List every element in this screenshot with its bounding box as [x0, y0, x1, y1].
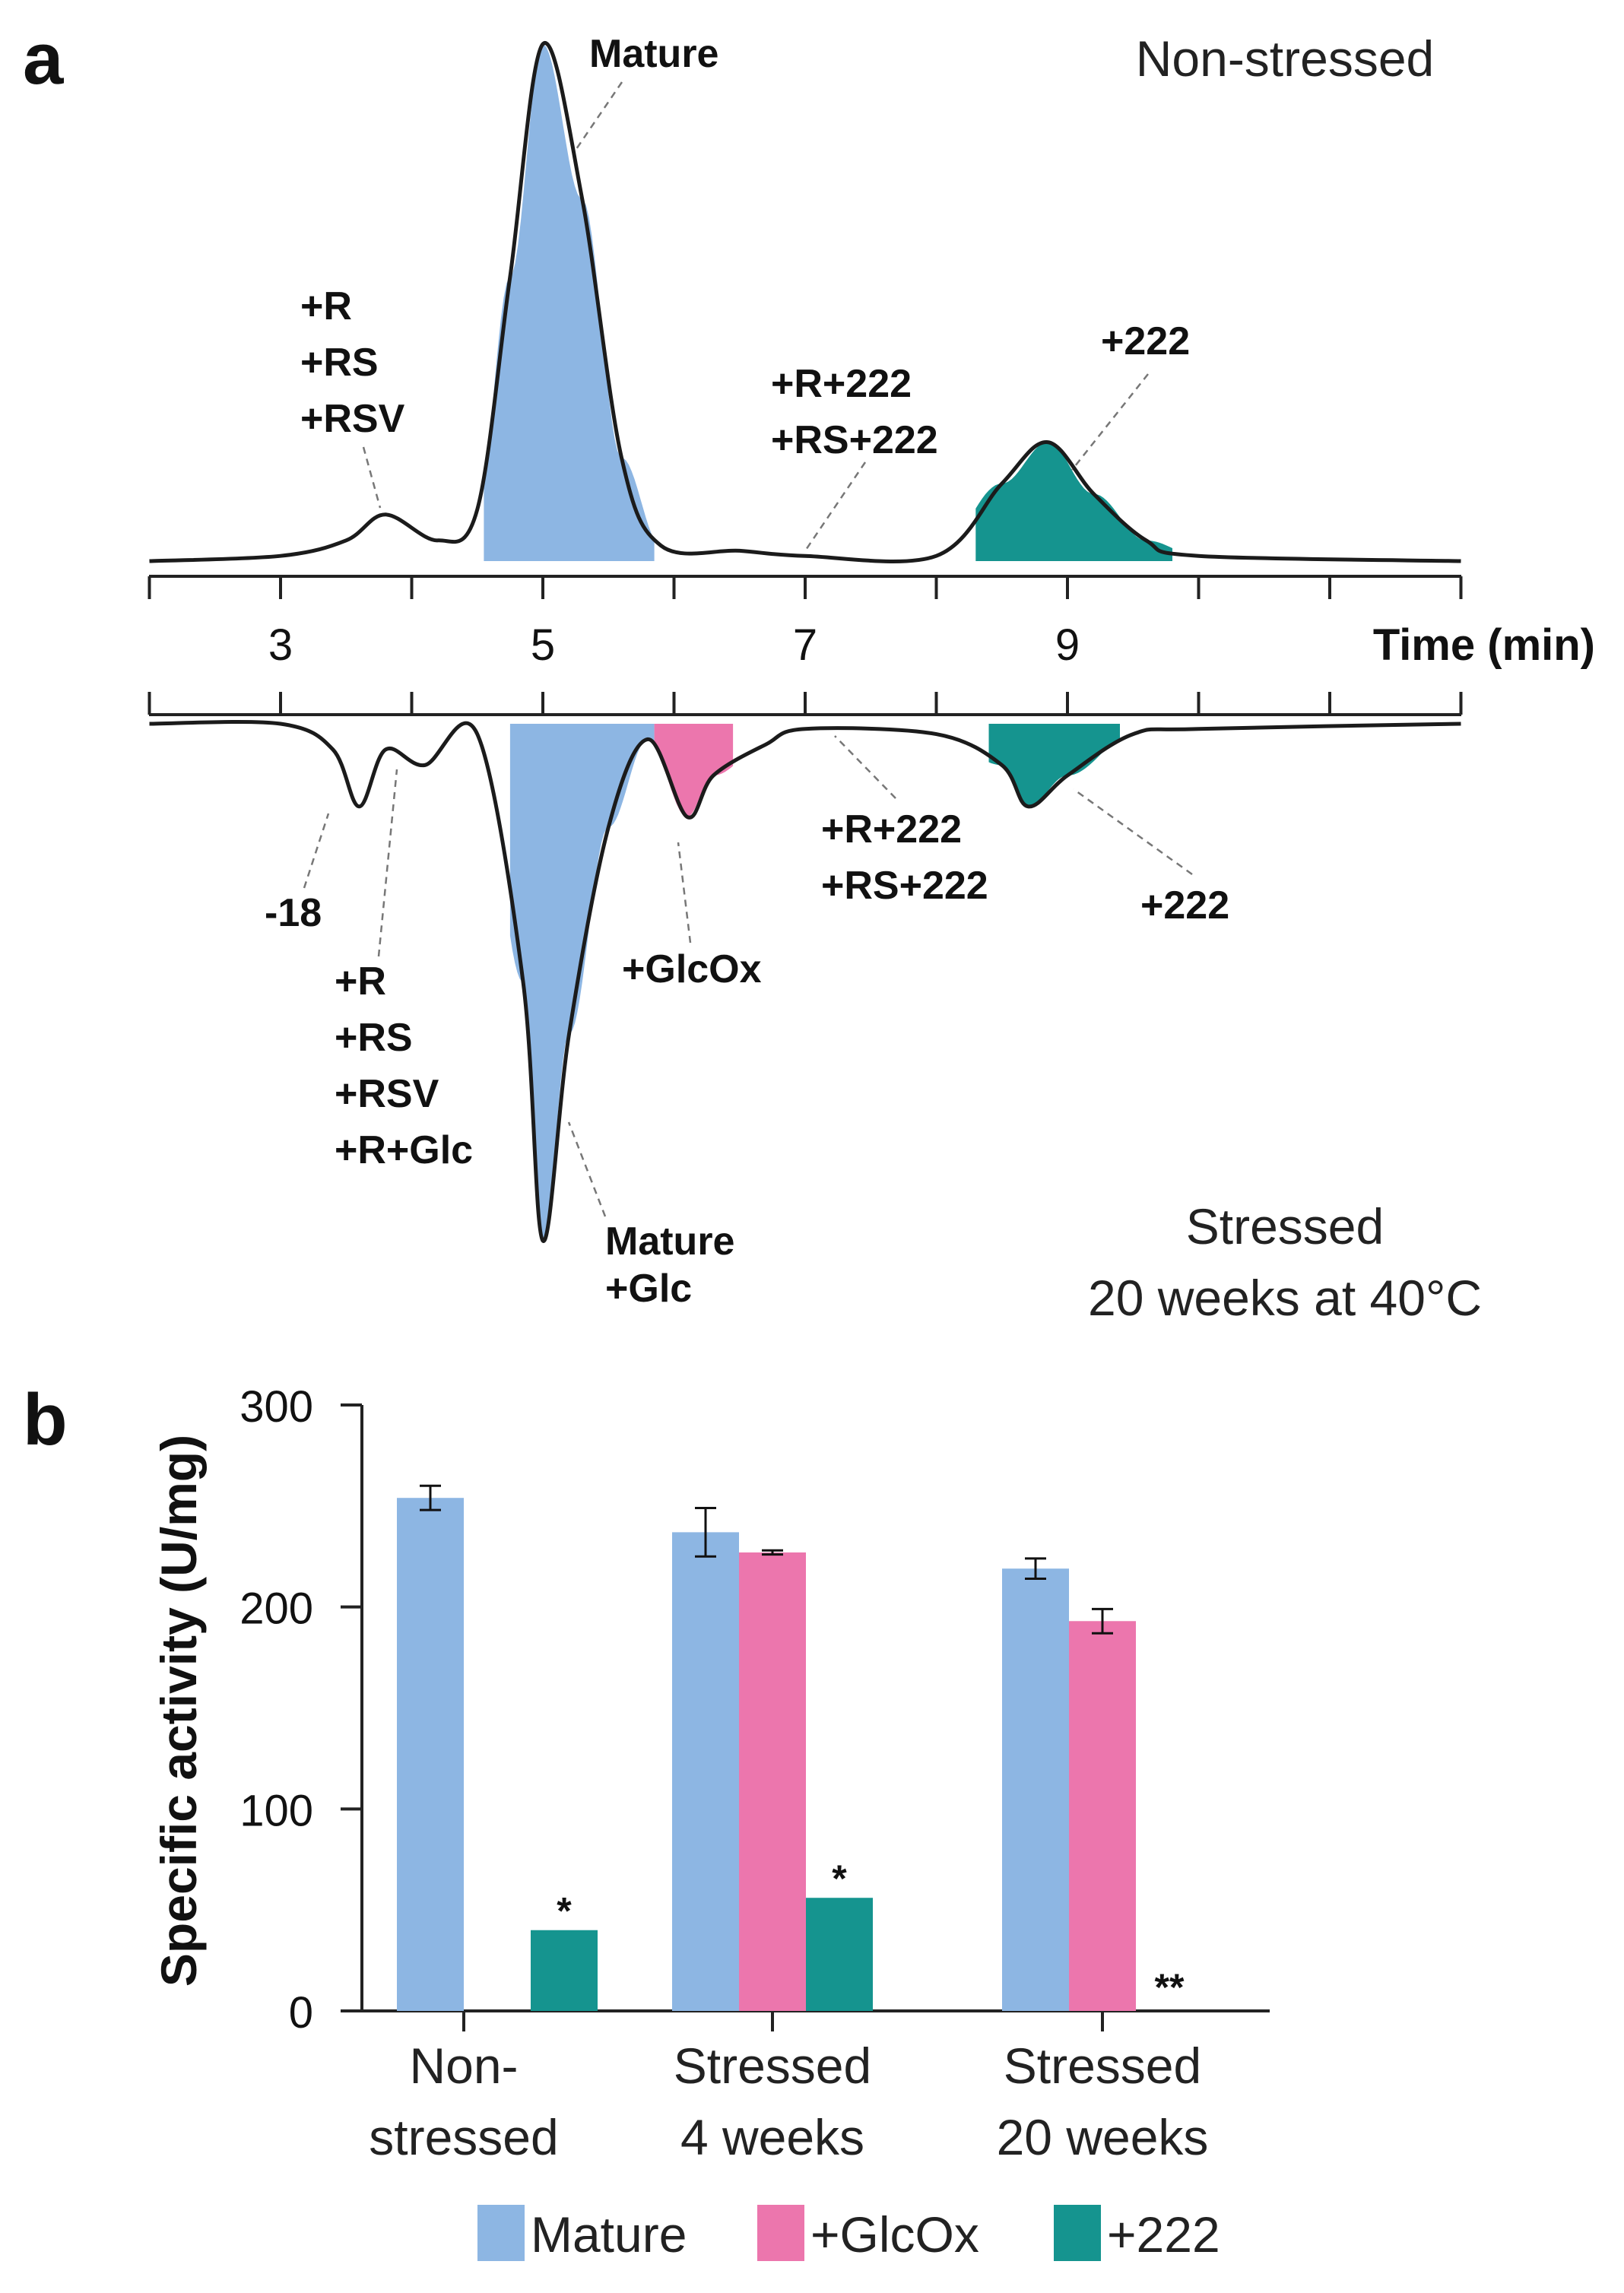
bottom-leader-glcox — [677, 842, 692, 944]
panel-a-chromatogram: a Non-stressed Stressed 20 weeks at 40°C… — [23, 18, 1595, 1326]
legend-swatch — [1054, 2205, 1101, 2261]
legend-label: +222 — [1107, 2206, 1220, 2263]
legend-swatch — [477, 2205, 525, 2261]
category-labels: Non-stressed Stressed 4 weeks Stressed 20 we… — [369, 2038, 1208, 2165]
top-label-rs-222: +RS+222 — [771, 418, 938, 462]
non-stressed-trace — [149, 40, 1461, 564]
significance-marks: **** — [557, 1857, 1185, 2009]
bottom-peak-labels: -18 +R +RS +RSV +R+Glc Mature +Glc +GlcO… — [265, 735, 1229, 1311]
bar-glcox — [739, 1552, 806, 2011]
bars — [397, 1498, 1136, 2011]
panel-a-letter: a — [23, 18, 64, 100]
top-label-mature: Mature — [589, 32, 718, 76]
category-label: stressed — [369, 2109, 558, 2165]
time-tick-label-5: 5 — [531, 620, 555, 670]
bottom-label-r-glc: +R+Glc — [335, 1128, 473, 1172]
bottom-label-rsv: +RSV — [335, 1072, 439, 1116]
time-tick-label-9: 9 — [1055, 620, 1080, 670]
significance-mark: ** — [1155, 1966, 1185, 2009]
bottom-condition-label-line2: 20 weeks at 40°C — [1088, 1270, 1482, 1326]
top-label-r: +R — [300, 284, 352, 328]
category-label: 20 weeks — [997, 2109, 1209, 2165]
bottom-mature-glc-peak-fill — [509, 724, 655, 1241]
top-condition-label: Non-stressed — [1136, 30, 1435, 87]
y-tick-label: 0 — [289, 1988, 313, 2038]
top-leader-222 — [1071, 373, 1149, 471]
category-label: Stressed — [1004, 2038, 1201, 2094]
bar-mature — [397, 1498, 464, 2011]
y-tick-label: 200 — [239, 1584, 313, 1634]
bottom-label-glc: +Glc — [605, 1267, 692, 1311]
category-label: 4 weeks — [680, 2109, 864, 2165]
significance-mark: * — [832, 1857, 847, 1900]
bottom-label-mature: Mature — [605, 1219, 734, 1264]
bottom-leader-222 — [1073, 788, 1193, 876]
category-label: Stressed — [674, 2038, 871, 2094]
bottom-label-r: +R — [335, 959, 386, 1004]
x-axis-ticks — [462, 2011, 1104, 2031]
y-tick-label: 300 — [239, 1382, 313, 1432]
top-leader-mature — [575, 81, 623, 150]
significance-mark: * — [557, 1890, 572, 1933]
time-axis-ticks — [147, 576, 1463, 715]
top-peak-labels: Mature +R +RS +RSV +R+222 +RS+222 +222 — [300, 32, 1190, 553]
top-leader-early — [362, 446, 382, 509]
panel-b-letter: b — [23, 1379, 68, 1460]
top-label-222: +222 — [1101, 319, 1190, 363]
y-axis-title: Specific activity (U/mg) — [151, 1435, 207, 1987]
category-label: Non- — [409, 2038, 518, 2094]
top-trace-fills — [484, 44, 1172, 562]
bar-mature — [672, 1532, 739, 2011]
bottom-label-222: +222 — [1140, 883, 1229, 928]
time-axis: 3 5 7 9 Time (min) — [147, 575, 1595, 716]
bar-glcox — [1069, 1621, 1136, 2011]
bottom-label-glcox: +GlcOx — [622, 947, 762, 991]
bottom-label-rs: +RS — [335, 1016, 413, 1060]
bottom-label-r-222: +R+222 — [821, 807, 962, 852]
bottom-label-rs-222: +RS+222 — [821, 864, 988, 908]
bar-222 — [531, 1930, 598, 2011]
top-label-rsv: +RSV — [300, 397, 405, 441]
bar-222 — [806, 1898, 873, 2011]
legend: Mature +GlcOx +222 — [477, 2205, 1220, 2263]
bar-mature — [1002, 1568, 1069, 2011]
bottom-trace-fills — [509, 724, 1120, 1241]
bottom-leader-early — [377, 769, 398, 957]
y-axis-ticks: 0 100 200 300 — [239, 1382, 362, 2038]
bottom-222-peak-fill — [988, 724, 1120, 807]
legend-label: Mature — [531, 2206, 687, 2263]
top-mature-peak-fill — [484, 44, 655, 562]
top-label-r-222: +R+222 — [771, 362, 912, 406]
time-tick-label-3: 3 — [268, 620, 293, 670]
legend-label: +GlcOx — [810, 2206, 979, 2263]
stressed-trace — [149, 719, 1461, 1243]
y-tick-label: 100 — [239, 1786, 313, 1835]
top-label-rs: +RS — [300, 341, 379, 385]
bottom-condition-label-line1: Stressed — [1186, 1198, 1384, 1254]
error-bars — [420, 1484, 1113, 1635]
bottom-label-minus18: -18 — [265, 891, 322, 935]
legend-swatch — [757, 2205, 804, 2261]
bottom-leader-mid — [834, 735, 896, 799]
bottom-leader-minus18 — [303, 813, 330, 889]
time-axis-title: Time (min) — [1373, 620, 1595, 670]
time-tick-label-7: 7 — [793, 620, 817, 670]
top-leader-mid — [803, 461, 867, 553]
top-222-peak-fill — [975, 442, 1172, 561]
bottom-leader-mature — [567, 1121, 607, 1217]
